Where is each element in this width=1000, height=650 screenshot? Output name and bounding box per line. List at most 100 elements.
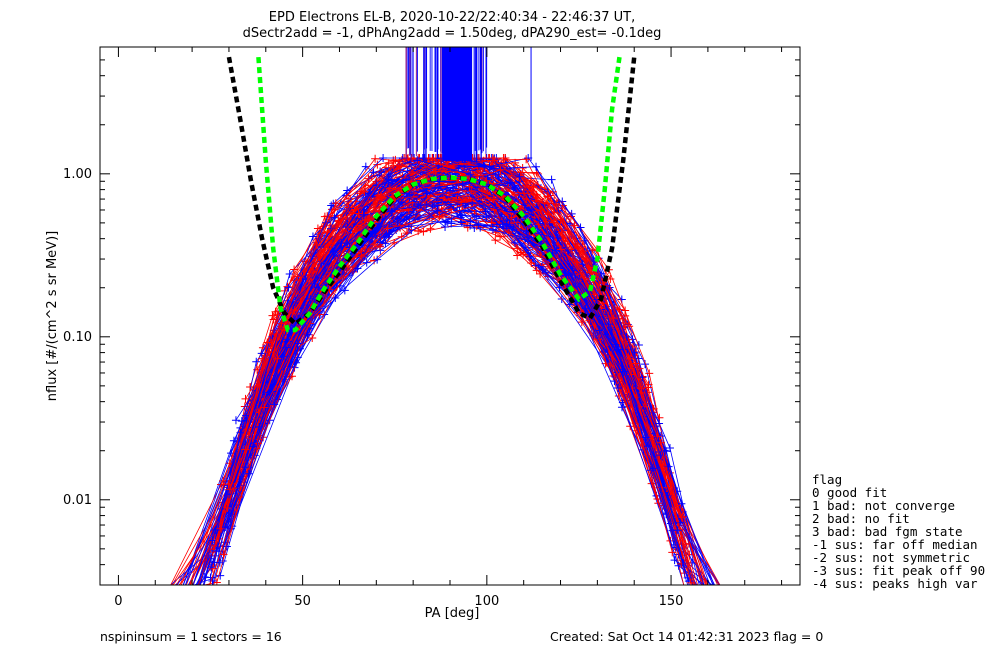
data-point: [501, 154, 510, 163]
data-point: [448, 186, 457, 195]
data-point: [288, 372, 297, 381]
data-point: [189, 586, 197, 594]
data-point: [713, 586, 721, 594]
data-point: [193, 586, 201, 594]
data-point: [219, 476, 228, 485]
data-point: [532, 190, 541, 199]
x-tick-label: 100: [474, 594, 499, 609]
data-point: [179, 586, 187, 594]
data-point: [536, 269, 545, 278]
data-point: [655, 419, 664, 428]
data-point: [236, 486, 245, 495]
data-point: [204, 586, 212, 594]
data-point: [462, 195, 471, 204]
data-point: [693, 586, 701, 594]
data-point: [225, 485, 234, 494]
x-tick-label: 150: [659, 594, 684, 609]
data-point: [373, 194, 382, 203]
data-point: [435, 177, 444, 186]
data-point: [445, 191, 454, 200]
data-point: [670, 556, 679, 565]
data-point: [510, 238, 519, 247]
data-point: [701, 586, 709, 594]
data-point: [199, 586, 207, 594]
legend-entry: -4 sus: peaks high var: [812, 576, 978, 591]
data-point: [702, 586, 710, 594]
data-point: [522, 155, 531, 164]
data-point: [532, 266, 541, 275]
data-point: [482, 212, 491, 221]
data-point: [442, 217, 451, 226]
data-point: [269, 315, 278, 324]
data-point: [329, 247, 338, 256]
y-tick-label: 1.00: [63, 167, 92, 182]
data-point: [677, 559, 686, 568]
data-point: [207, 586, 215, 594]
data-point: [677, 513, 686, 522]
data-point: [330, 213, 339, 222]
data-point: [699, 586, 707, 594]
data-point: [648, 464, 657, 473]
data-point: [373, 223, 382, 232]
data-point: [343, 239, 352, 248]
legend-title: flag: [812, 472, 842, 487]
data-point: [622, 333, 631, 342]
legend-entry: 0 good fit: [812, 485, 887, 500]
data-point: [496, 165, 505, 174]
data-point: [716, 586, 724, 594]
data-point: [521, 181, 530, 190]
data-point: [216, 571, 225, 580]
data-point: [312, 240, 321, 249]
data-point: [668, 548, 677, 557]
data-point: [498, 220, 507, 229]
data-trace: [263, 199, 673, 553]
data-point: [309, 268, 318, 277]
data-point: [241, 394, 250, 403]
data-point: [705, 586, 713, 594]
data-point: [527, 206, 536, 215]
axes: 0 50 100 150 0.01 0.10 1.00: [63, 46, 800, 609]
data-point: [260, 403, 269, 412]
data-point: [306, 294, 315, 303]
data-point: [443, 217, 452, 226]
data-point: [244, 469, 253, 478]
data-point: [609, 314, 618, 323]
data-point: [184, 586, 192, 594]
data-point: [719, 586, 727, 594]
data-point: [494, 173, 503, 182]
data-point: [532, 162, 541, 171]
data-point: [195, 586, 203, 594]
data-point: [264, 348, 273, 357]
data-point: [543, 210, 552, 219]
data-point: [248, 442, 257, 451]
data-point: [603, 330, 612, 339]
legend-entry: 3 bad: bad fgm state: [812, 524, 963, 539]
data-point: [644, 380, 653, 389]
data-point: [277, 319, 286, 328]
data-point: [441, 222, 450, 231]
legend-entry: 2 bad: no fit: [812, 511, 910, 526]
data-point: [719, 586, 727, 594]
data-point: [513, 251, 522, 260]
data-layer: [169, 47, 727, 594]
data-point: [241, 445, 250, 454]
data-point: [324, 241, 333, 250]
data-point: [681, 586, 689, 594]
data-point: [687, 586, 695, 594]
data-point: [615, 305, 624, 314]
data-point: [293, 272, 302, 281]
data-point: [170, 586, 178, 594]
data-point: [377, 192, 386, 201]
data-point: [215, 558, 224, 567]
data-point: [208, 586, 216, 594]
data-point: [176, 586, 184, 594]
data-point: [631, 359, 640, 368]
data-point: [426, 224, 435, 233]
data-point: [219, 550, 228, 559]
data-point: [203, 586, 211, 594]
data-point: [175, 586, 183, 594]
data-point: [184, 586, 192, 594]
data-trace: [189, 171, 632, 585]
data-trace: [226, 208, 675, 547]
data-trace: [268, 159, 715, 585]
